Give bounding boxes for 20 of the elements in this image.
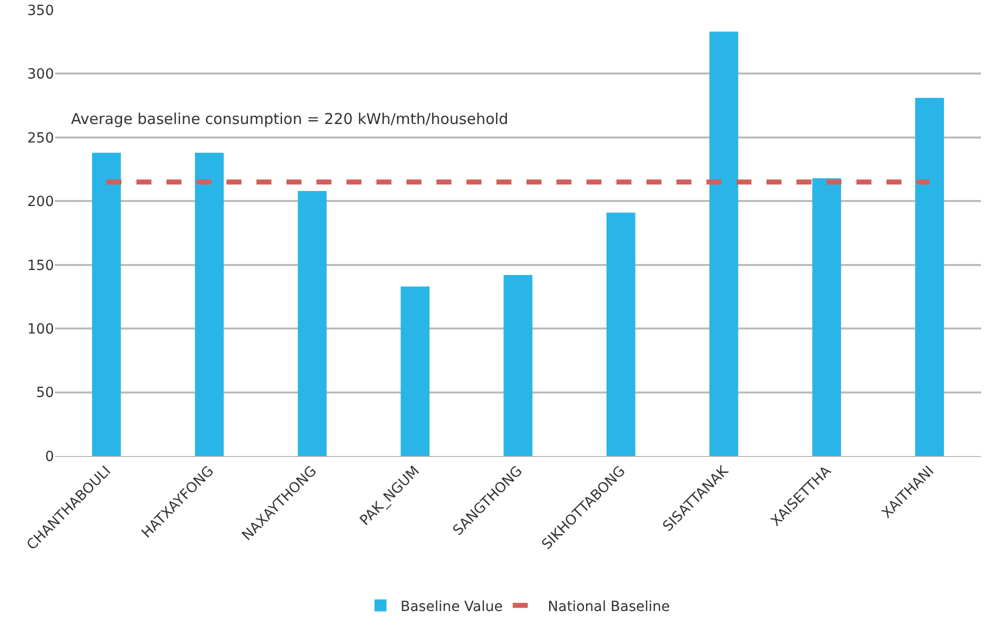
bar (606, 212, 636, 456)
bar (709, 32, 738, 456)
y-tick-label: 100 (27, 321, 54, 338)
legend-label: National Baseline (548, 598, 670, 615)
y-tick-label: 300 (27, 66, 54, 83)
bar (298, 190, 327, 456)
y-tick-label: 350 (27, 2, 54, 19)
y-tick-label: 50 (36, 385, 54, 402)
legend-label: Baseline Value (400, 598, 503, 615)
bar (92, 152, 121, 456)
bar (915, 98, 944, 456)
bar (504, 275, 532, 456)
y-tick-label: 250 (27, 130, 54, 146)
annotation: Average baseline consumption = 220 kWh/mth/household (71, 110, 508, 128)
y-tick-label: 150 (27, 258, 54, 274)
bar (400, 286, 430, 456)
y-tick-label: 0 (45, 448, 54, 465)
bar (194, 152, 224, 456)
bar (812, 178, 842, 456)
y-tick-label: 200 (27, 194, 54, 210)
